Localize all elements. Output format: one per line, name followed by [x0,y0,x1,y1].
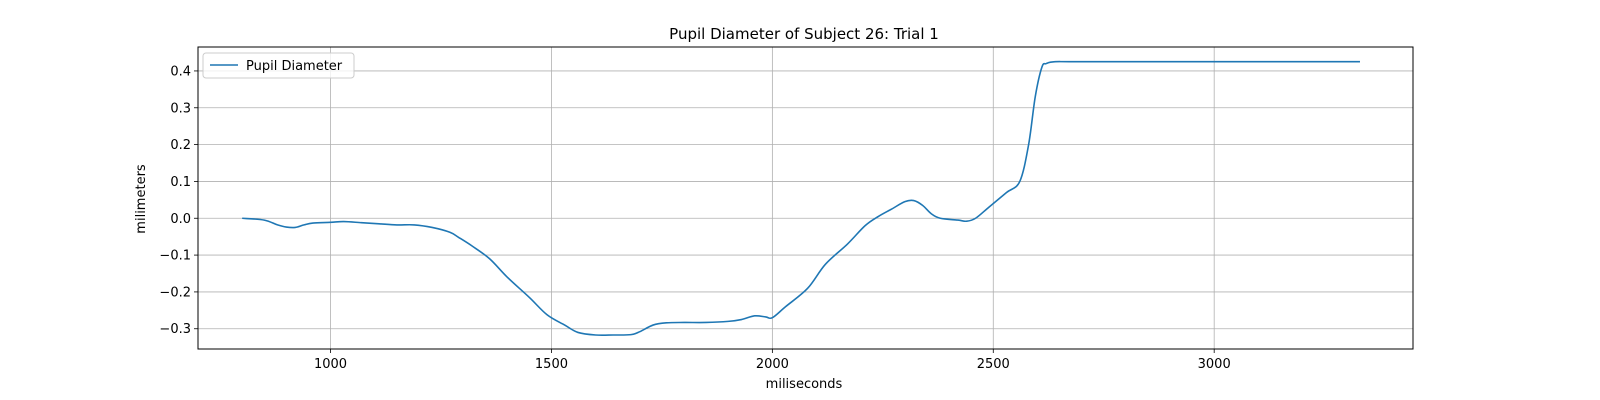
y-tick-label: −0.3 [159,322,191,337]
x-tick-label: 2000 [756,357,789,372]
y-tick-label: −0.2 [159,285,191,300]
ticks: 1000 1500 2000 2500 3000 −0.3 −0.2 −0.1 0.0 0.1 0.… [159,64,1230,372]
x-tick-label: 2500 [977,357,1010,372]
y-tick-label: 0.4 [170,64,191,79]
y-tick-label: 0.3 [170,101,191,116]
x-tick-label: 3000 [1198,357,1231,372]
grid [198,47,1413,349]
legend-label: Pupil Diameter [246,59,343,74]
y-tick-label: −0.1 [159,249,191,264]
y-tick-label: 0.0 [170,212,191,227]
legend: Pupil Diameter [202,52,355,79]
y-axis-label: milimeters [134,164,149,234]
y-tick-label: 0.2 [170,138,191,153]
plot-frame [197,46,1414,350]
y-tick-label: 0.1 [170,175,191,190]
x-tick-label: 1500 [535,357,568,372]
series-layer [242,60,1360,337]
x-axis-label: miliseconds [766,377,843,392]
x-tick-label: 1000 [314,357,347,372]
series-line-pupil-diameter [242,60,1360,337]
legend-box [202,52,355,79]
chart-title: Pupil Diameter of Subject 26: Trial 1 [669,25,939,43]
